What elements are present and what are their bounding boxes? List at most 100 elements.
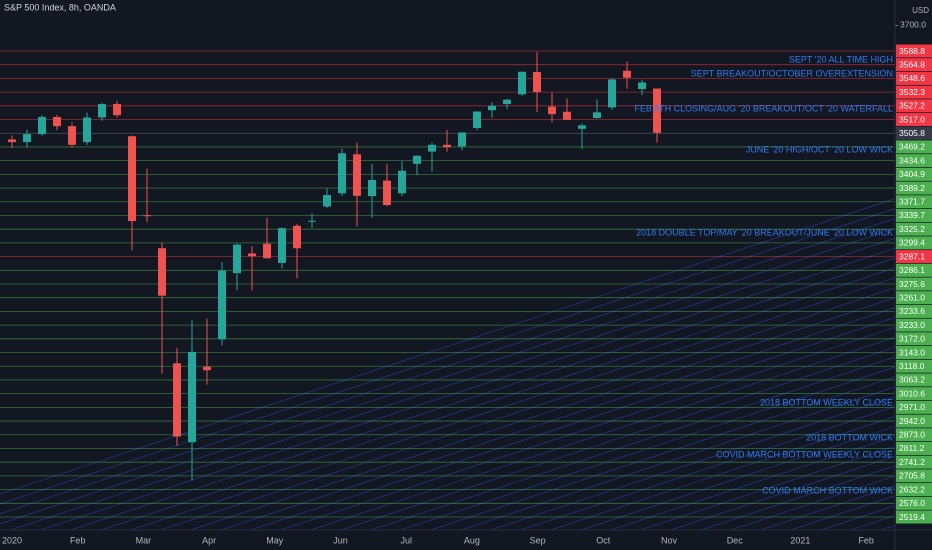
candle-body bbox=[263, 243, 271, 259]
level-label-box bbox=[896, 44, 932, 58]
candle-body bbox=[503, 99, 511, 105]
candle-body bbox=[458, 132, 466, 147]
price-axis: 3588.8 3564.8 3548.6 3532.3 3527.2 3517.0 3505… bbox=[895, 20, 932, 524]
fan-line bbox=[369, 356, 895, 530]
trend-fan bbox=[0, 198, 895, 530]
fan-line bbox=[99, 267, 895, 530]
level-label: 3233.0 bbox=[899, 320, 925, 330]
level-label-box bbox=[896, 332, 932, 346]
candle-body bbox=[278, 228, 286, 263]
level-label: 3143.0 bbox=[899, 347, 925, 357]
candle-body bbox=[638, 82, 646, 90]
candle-body bbox=[128, 136, 136, 222]
fan-line bbox=[0, 198, 895, 495]
candle-body bbox=[338, 153, 346, 194]
candle-body bbox=[68, 126, 76, 145]
level-label-box bbox=[896, 222, 932, 236]
fan-line bbox=[219, 307, 895, 530]
x-tick-label: Feb bbox=[70, 535, 86, 545]
fan-line bbox=[249, 317, 895, 530]
level-label-box bbox=[896, 113, 932, 127]
level-label-box bbox=[896, 58, 932, 72]
level-label-box bbox=[896, 236, 932, 250]
x-tick-label: 2020 bbox=[2, 535, 22, 545]
annotation: COVID MARCH BOTTOM WEEKLY CLOSE bbox=[716, 449, 893, 459]
level-label: 3588.8 bbox=[899, 46, 925, 56]
level-label: 2971.0 bbox=[899, 402, 925, 412]
x-tick-label: Sep bbox=[530, 535, 546, 545]
level-label-box bbox=[896, 126, 932, 140]
fan-line bbox=[0, 218, 895, 515]
level-label-box bbox=[896, 318, 932, 332]
level-label-box bbox=[896, 195, 932, 209]
fan-line bbox=[129, 277, 895, 530]
level-label-box bbox=[896, 496, 932, 510]
level-label-box bbox=[896, 304, 932, 318]
candle-body bbox=[218, 270, 226, 340]
annotation: SEPT '20 ALL TIME HIGH bbox=[789, 54, 893, 64]
x-tick-label: Dec bbox=[727, 535, 744, 545]
level-label: 3275.6 bbox=[899, 279, 925, 289]
level-label: 2873.0 bbox=[899, 430, 925, 440]
level-label-box bbox=[896, 455, 932, 469]
level-label: 3548.6 bbox=[899, 73, 925, 83]
x-tick-label: Jun bbox=[333, 535, 348, 545]
fan-line bbox=[0, 208, 895, 505]
candle-body bbox=[233, 244, 241, 274]
fan-line bbox=[309, 336, 895, 530]
candle-body bbox=[473, 111, 481, 129]
level-label: 3517.0 bbox=[899, 114, 925, 124]
fan-line bbox=[759, 485, 895, 530]
level-label: 3371.7 bbox=[899, 197, 925, 207]
candle-body bbox=[188, 351, 196, 443]
fan-line bbox=[0, 227, 895, 525]
level-label: 3469.2 bbox=[899, 142, 925, 152]
level-label: 3404.9 bbox=[899, 169, 925, 179]
level-label: 3172.0 bbox=[899, 334, 925, 344]
level-label: 3505.8 bbox=[899, 128, 925, 138]
candle-body bbox=[578, 125, 586, 129]
annotation: 2018 DOUBLE TOP/MAY '20 BREAKOUT/JUNE '2… bbox=[636, 227, 893, 237]
fan-line bbox=[639, 445, 895, 530]
level-label: 2705.8 bbox=[899, 471, 925, 481]
candle-body bbox=[293, 225, 301, 249]
fan-line bbox=[189, 297, 895, 530]
level-label: 3010.6 bbox=[899, 388, 925, 398]
level-label: 3261.0 bbox=[899, 292, 925, 302]
candle-body bbox=[563, 111, 571, 120]
fan-line bbox=[399, 366, 895, 530]
level-label: 3286.1 bbox=[899, 265, 925, 275]
candles bbox=[8, 52, 661, 481]
level-label-box bbox=[896, 250, 932, 264]
candle-body bbox=[368, 179, 376, 197]
fan-line bbox=[549, 416, 895, 530]
level-label: 2811.2 bbox=[899, 443, 925, 453]
candle-body bbox=[488, 105, 496, 111]
fan-line bbox=[459, 386, 895, 530]
level-label: 3339.7 bbox=[899, 210, 925, 220]
level-label-box bbox=[896, 154, 932, 168]
level-label-box bbox=[896, 483, 932, 497]
level-label: 2942.0 bbox=[899, 416, 925, 426]
candle-body bbox=[83, 117, 91, 143]
candle-body bbox=[623, 70, 631, 78]
level-label-box bbox=[896, 208, 932, 222]
fan-line bbox=[39, 247, 895, 530]
candle-body bbox=[443, 144, 451, 148]
candle-body bbox=[23, 134, 31, 143]
fan-line bbox=[69, 257, 895, 530]
annotations: SEPT '20 ALL TIME HIGH SEPT BREAKOUT/OCTO… bbox=[634, 54, 893, 495]
x-tick-label: Apr bbox=[202, 535, 216, 545]
fan-line bbox=[429, 376, 895, 530]
x-tick-label: May bbox=[266, 535, 284, 545]
level-label: 3564.8 bbox=[899, 59, 925, 69]
candle-body bbox=[593, 112, 601, 119]
fan-line bbox=[729, 475, 895, 530]
annotation: JUNE '20 HIGH/OCT '20 LOW WICK bbox=[746, 144, 893, 154]
level-label-box bbox=[896, 291, 932, 305]
level-label: 3299.4 bbox=[899, 238, 925, 248]
fan-line bbox=[489, 396, 895, 530]
chart-title: S&P 500 Index, 8h, OANDA bbox=[4, 2, 116, 12]
y-tick-label: 3700.0 bbox=[900, 20, 926, 30]
